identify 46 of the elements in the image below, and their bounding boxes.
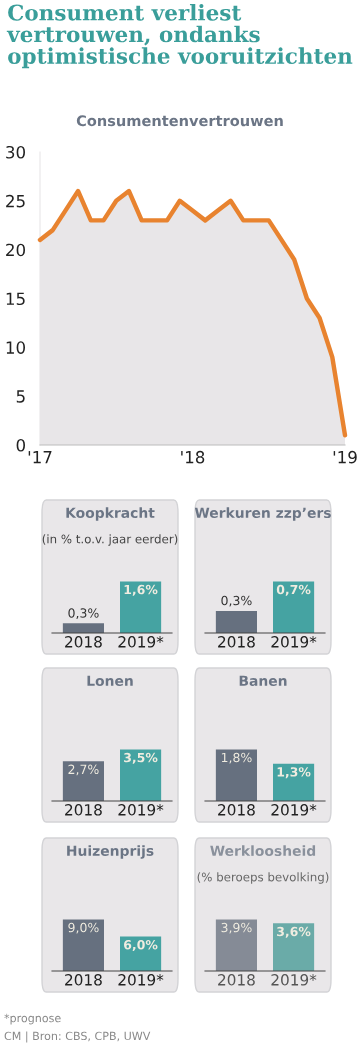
text: *prognose — [4, 1013, 61, 1025]
y-tick-label: 10 — [6, 341, 25, 354]
x-tick-label: '17 — [28, 451, 52, 464]
chart-title: Huizenprijs — [67, 845, 154, 859]
data-label: 1,6% — [124, 584, 158, 596]
data-label: 6,0% — [124, 940, 158, 952]
chart-title: Lonen — [87, 675, 133, 687]
x-tick-label: 2019* — [271, 974, 317, 986]
chart-title: Werkuren zzp’ers — [194, 507, 331, 521]
data-label: 0,7% — [276, 584, 311, 596]
data-label: 3,9% — [221, 922, 252, 934]
y-tick-label: 0 — [16, 438, 25, 452]
data-label: 3,6% — [277, 926, 311, 938]
x-tick-label: 2018 — [65, 974, 102, 986]
data-label: 9,0% — [68, 922, 99, 934]
y-tick-label: 30 — [6, 145, 25, 159]
chart-title: Consument verliest vertrouwen, ondanks optimistische vooruitzichten — [6, 4, 353, 69]
x-tick-label: 2019* — [118, 804, 164, 816]
data-label: 3,5% — [124, 752, 158, 764]
x-tick-label: 2018 — [218, 974, 255, 986]
x-tick-label: 2019* — [118, 636, 164, 648]
y-tick-label: 15 — [6, 292, 25, 306]
chart-title: Banen — [239, 675, 287, 687]
x-tick-label: 2019* — [271, 636, 317, 648]
chart-subtitle: (% beroeps bevolking) — [197, 872, 329, 884]
x-tick-label: 2018 — [218, 804, 255, 816]
chart-title: Koopkracht — [66, 507, 155, 521]
x-tick-label: 2018 — [65, 636, 102, 648]
y-tick-label: 20 — [6, 243, 25, 257]
data-label: 0,3% — [221, 595, 252, 607]
x-tick-label: '19 — [333, 450, 357, 464]
y-tick-label: 5 — [16, 390, 25, 403]
data-label: 1,3% — [277, 767, 311, 779]
x-tick-label: 2018 — [65, 804, 102, 816]
data-label: 0,3% — [68, 608, 99, 619]
chart-subtitle: Consumentenvertrouwen — [76, 115, 283, 127]
text: CM | Bron: CBS, CPB, UWV — [4, 1031, 151, 1043]
x-tick-label: 2019* — [118, 974, 164, 986]
data-label: 2,7% — [68, 764, 99, 776]
x-tick-label: 2019* — [271, 804, 317, 816]
x-tick-label: '18 — [181, 450, 205, 464]
chart-title: Werkloosheid — [210, 845, 316, 857]
x-tick-label: 2018 — [218, 636, 255, 648]
data-label: 1,8% — [221, 752, 252, 764]
chart-subtitle: (in % t.o.v. jaar eerder) — [42, 534, 178, 546]
y-tick-label: 25 — [6, 194, 25, 208]
